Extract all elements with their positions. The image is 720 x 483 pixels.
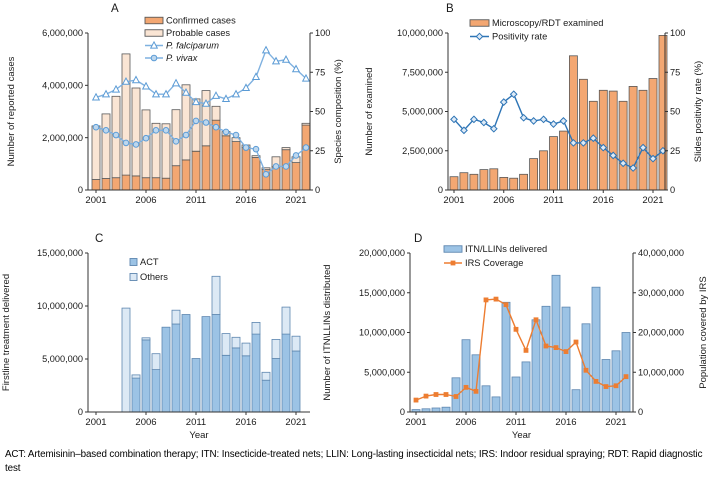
svg-text:2021: 2021 [605,417,626,428]
svg-text:Number of ITN\LLINs distribute: Number of ITN\LLINs distributed [322,264,333,400]
panel-b: 02,500,0005,000,0007,500,00010,000,00002… [364,3,704,206]
svg-text:Population covered by IRS: Population covered by IRS [698,276,709,388]
svg-text:6,000,000: 6,000,000 [42,28,83,38]
svg-text:0: 0 [78,407,83,417]
svg-text:IRS Coverage: IRS Coverage [465,258,523,268]
legend-swatch [469,19,490,27]
svg-text:Year: Year [189,430,208,441]
legend-swatch [129,258,138,266]
svg-text:5,000,000: 5,000,000 [364,367,405,377]
svg-text:5,000,000: 5,000,000 [42,354,83,364]
svg-text:Others: Others [140,272,168,282]
panel-label-c: C [95,233,103,245]
svg-text:Number of examined: Number of examined [364,67,375,155]
panel-d: 0 5,000,000 10,000,000 15,000,000 20,000,000… [322,233,709,441]
svg-text:2021: 2021 [285,195,306,206]
panel-label-b: B [446,3,454,15]
svg-text:30,000,000: 30,000,000 [638,288,684,298]
svg-text:2011: 2011 [186,195,206,206]
svg-text:25: 25 [670,146,680,156]
svg-text:2021: 2021 [642,195,663,206]
svg-text:2001: 2001 [405,417,426,428]
legend-swatch [144,16,164,25]
svg-text:10,000,000: 10,000,000 [37,301,83,311]
svg-text:Slides positivity rate (%): Slides positivity rate (%) [693,61,704,162]
panel-c: 0 5,000,000 10,000,000 15,000,000 2001 2006 20… [1,233,310,441]
svg-text:20,000,000: 20,000,000 [359,248,405,258]
panel-label-a: A [111,3,119,15]
svg-text:10,000,000: 10,000,000 [397,28,443,38]
svg-text:0: 0 [670,185,675,195]
svg-text:Confirmed cases: Confirmed cases [166,16,236,26]
svg-text:0: 0 [638,407,643,417]
svg-text:ACT: ACT [140,257,159,267]
svg-text:2001: 2001 [85,417,106,428]
svg-text:50: 50 [315,107,325,117]
panel-label-d: D [414,233,422,245]
svg-text:2011: 2011 [543,195,563,206]
svg-text:2001: 2001 [85,195,106,206]
svg-text:15,000,000: 15,000,000 [37,248,83,258]
footnote: ACT: Artemisinin–based combination thera… [5,449,703,475]
svg-text:0: 0 [315,185,320,195]
svg-text:4,000,000: 4,000,000 [42,81,83,91]
svg-text:2011: 2011 [186,417,206,428]
legend-swatch [129,273,138,281]
svg-text:2021: 2021 [285,417,306,428]
svg-text:15,000,000: 15,000,000 [359,288,405,298]
svg-text:Microscopy/RDT examined: Microscopy/RDT examined [492,18,603,28]
svg-text:100: 100 [315,28,330,38]
svg-text:0: 0 [438,185,443,195]
svg-text:7,500,000: 7,500,000 [402,67,443,77]
svg-text:ITN/LLINs delivered: ITN/LLINs delivered [465,244,547,254]
svg-text:Species composition (%): Species composition (%) [333,59,344,164]
svg-text:0: 0 [400,407,405,417]
svg-text:75: 75 [315,67,325,77]
svg-text:2016: 2016 [555,417,576,428]
svg-text:Number of reported cases: Number of reported cases [6,56,17,166]
svg-text:2016: 2016 [235,417,256,428]
svg-text:75: 75 [670,67,680,77]
svg-text:5,000,000: 5,000,000 [402,107,443,117]
svg-text:25: 25 [315,146,325,156]
svg-text:2011: 2011 [506,417,526,428]
svg-text:2006: 2006 [493,195,514,206]
legend-swatch [443,245,463,253]
svg-text:P. vivax: P. vivax [166,53,198,63]
svg-text:Positivity rate: Positivity rate [492,32,547,42]
svg-text:2,000,000: 2,000,000 [42,133,83,143]
svg-text:50: 50 [670,107,680,117]
panel-a: 0 2,000,000 4,000,000 6,000,000 0 25 50 75 100 20… [6,3,344,206]
svg-text:0: 0 [78,185,83,195]
svg-text:40,000,000: 40,000,000 [638,248,684,258]
svg-text:2006: 2006 [135,417,156,428]
svg-text:10,000,000: 10,000,000 [638,367,684,377]
svg-text:2016: 2016 [593,195,614,206]
svg-text:Probable cases: Probable cases [166,28,230,38]
legend-swatch [144,29,164,37]
charts-canvas: 0 2,000,000 4,000,000 6,000,000 0 25 50 75 100 20… [1,3,709,441]
svg-text:10,000,000: 10,000,000 [359,328,405,338]
svg-text:Firstline treatment delivered: Firstline treatment delivered [1,274,12,391]
svg-text:Year: Year [512,430,531,441]
svg-text:2016: 2016 [235,195,256,206]
svg-text:20,000,000: 20,000,000 [638,328,684,338]
svg-text:2,500,000: 2,500,000 [402,146,443,156]
svg-text:2001: 2001 [443,195,464,206]
svg-text:2006: 2006 [135,195,156,206]
svg-text:P. falciparum: P. falciparum [166,41,219,51]
svg-text:2006: 2006 [455,417,476,428]
svg-text:100: 100 [670,28,685,38]
